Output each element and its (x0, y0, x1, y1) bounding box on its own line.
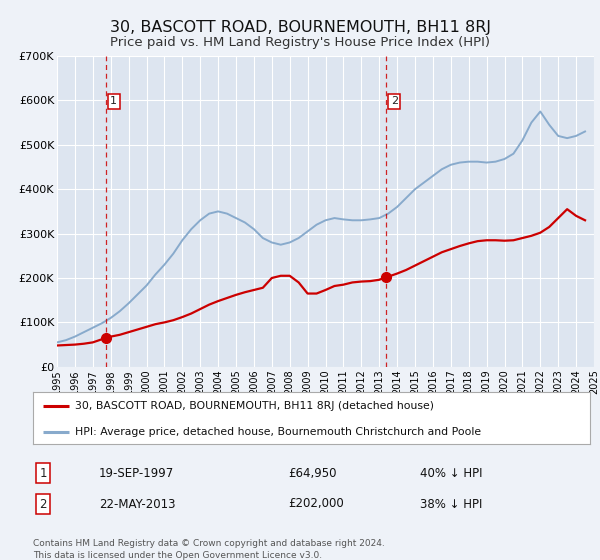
Text: 40% ↓ HPI: 40% ↓ HPI (420, 466, 482, 480)
Text: 30, BASCOTT ROAD, BOURNEMOUTH, BH11 8RJ: 30, BASCOTT ROAD, BOURNEMOUTH, BH11 8RJ (110, 20, 491, 35)
Text: Contains HM Land Registry data © Crown copyright and database right 2024.
This d: Contains HM Land Registry data © Crown c… (33, 539, 385, 560)
Text: 22-MAY-2013: 22-MAY-2013 (99, 497, 176, 511)
Text: £202,000: £202,000 (288, 497, 344, 511)
Text: 38% ↓ HPI: 38% ↓ HPI (420, 497, 482, 511)
Text: 2: 2 (40, 497, 47, 511)
Text: Price paid vs. HM Land Registry's House Price Index (HPI): Price paid vs. HM Land Registry's House … (110, 36, 490, 49)
Text: 1: 1 (110, 96, 117, 106)
Text: HPI: Average price, detached house, Bournemouth Christchurch and Poole: HPI: Average price, detached house, Bour… (75, 427, 481, 437)
Text: 19-SEP-1997: 19-SEP-1997 (99, 466, 174, 480)
Text: 1: 1 (40, 466, 47, 480)
Text: £64,950: £64,950 (288, 466, 337, 480)
Text: 2: 2 (391, 96, 398, 106)
Text: 30, BASCOTT ROAD, BOURNEMOUTH, BH11 8RJ (detached house): 30, BASCOTT ROAD, BOURNEMOUTH, BH11 8RJ … (75, 401, 434, 411)
